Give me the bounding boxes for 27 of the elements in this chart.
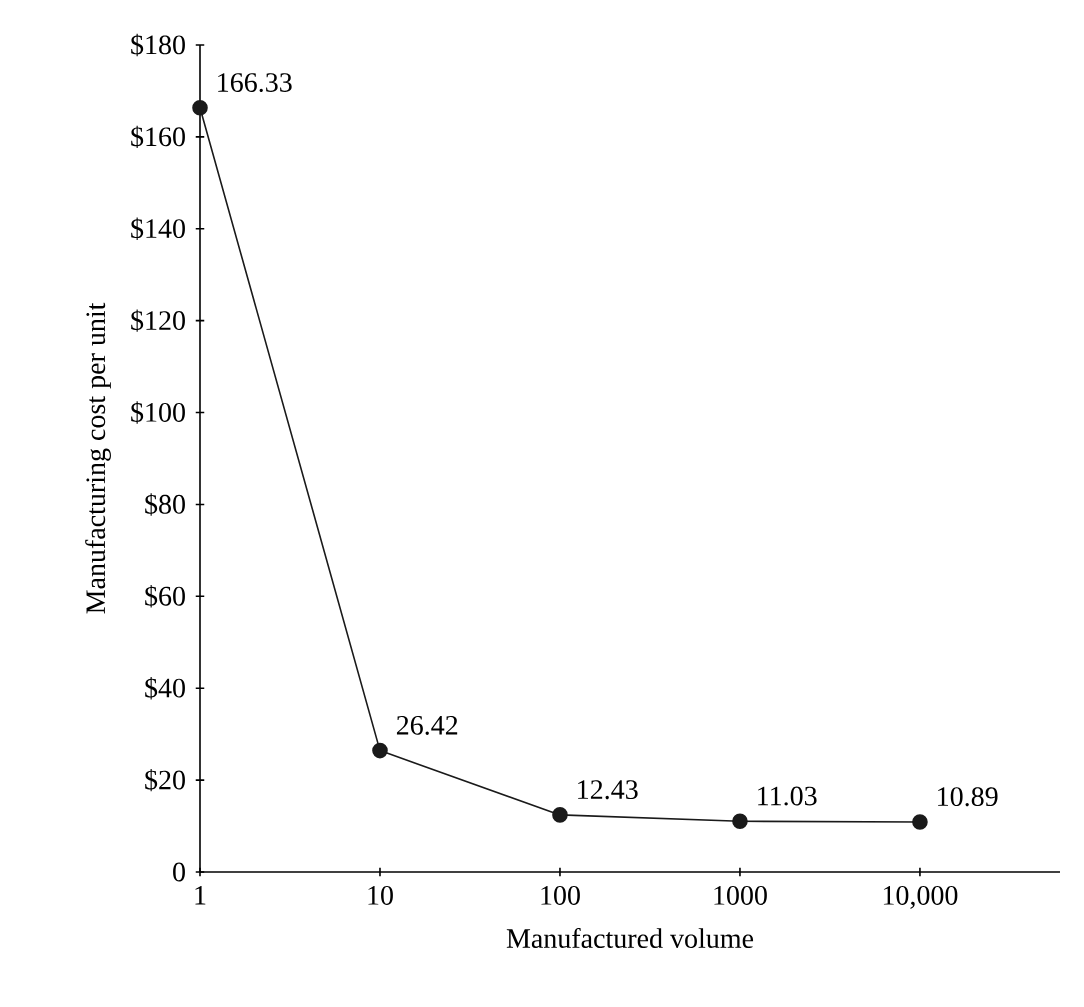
y-axis-title: Manufacturing cost per unit bbox=[85, 302, 111, 614]
data-label: 12.43 bbox=[578, 780, 638, 800]
data-label: 10.89 bbox=[938, 787, 998, 807]
y-tick-label: $100 bbox=[131, 401, 185, 424]
x-tick-label: 10,000 bbox=[883, 885, 958, 909]
x-tick-label: 100 bbox=[541, 885, 580, 905]
x-tick-label: 1 bbox=[195, 885, 206, 905]
y-tick-label: $20 bbox=[145, 768, 185, 792]
y-tick-label: $40 bbox=[145, 676, 185, 700]
y-tick-label: $80 bbox=[145, 493, 185, 516]
point bbox=[912, 814, 928, 830]
y-tick-label: $140 bbox=[131, 217, 185, 240]
y-tick-label: $120 bbox=[131, 309, 185, 332]
y-tick-label: 0 bbox=[173, 862, 185, 882]
y-tick-label: $160 bbox=[131, 125, 185, 149]
data-label: 26.42 bbox=[396, 715, 458, 735]
point bbox=[192, 100, 208, 116]
x-axis-title: Manufactured volume bbox=[506, 927, 754, 948]
point bbox=[732, 813, 748, 830]
data-label: 166.33 bbox=[218, 73, 292, 93]
x-tick-label: 10 bbox=[368, 885, 393, 905]
point bbox=[372, 742, 388, 759]
x-tick-label: 1000 bbox=[714, 885, 767, 905]
y-tick-label: $60 bbox=[145, 585, 185, 608]
point bbox=[552, 807, 568, 823]
data-label: 11.03 bbox=[758, 786, 817, 806]
y-tick-label: $180 bbox=[131, 33, 185, 57]
